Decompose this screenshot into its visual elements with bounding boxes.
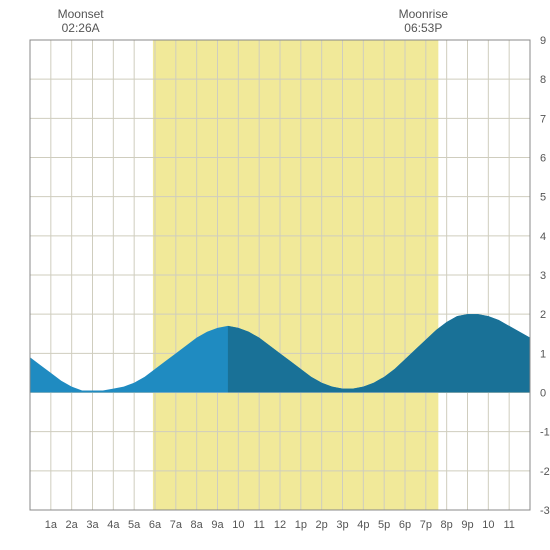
y-tick-label: 4 [540, 231, 546, 243]
moonrise-label: Moonrise [399, 7, 449, 21]
y-tick-label: 2 [540, 309, 546, 321]
x-tick-label: 3a [86, 519, 99, 531]
x-tick-label: 10 [232, 519, 244, 531]
y-tick-label: 5 [540, 192, 546, 204]
x-tick-label: 4p [357, 519, 369, 531]
x-tick-label: 6p [399, 519, 411, 531]
y-tick-label: -2 [540, 466, 550, 478]
y-tick-label: -3 [540, 505, 550, 517]
x-tick-label: 11 [253, 519, 264, 531]
x-tick-label: 5p [378, 519, 390, 531]
moonset-label: Moonset [58, 7, 105, 21]
x-tick-label: 10 [482, 519, 494, 531]
x-tick-label: 1a [45, 519, 58, 531]
x-tick-label: 6a [149, 519, 162, 531]
x-tick-label: 7a [170, 519, 183, 531]
x-tick-label: 4a [107, 519, 120, 531]
y-tick-label: -1 [540, 427, 550, 439]
x-tick-label: 8p [441, 519, 453, 531]
x-tick-label: 12 [274, 519, 286, 531]
x-tick-label: 8a [191, 519, 204, 531]
x-tick-label: 5a [128, 519, 141, 531]
y-tick-label: 3 [540, 270, 546, 282]
y-tick-label: 6 [540, 153, 546, 165]
x-tick-label: 7p [420, 519, 432, 531]
x-tick-label: 3p [336, 519, 348, 531]
y-tick-label: 7 [540, 113, 546, 125]
y-tick-label: 1 [540, 348, 546, 360]
y-tick-label: 9 [540, 35, 546, 47]
chart-svg: 1a2a3a4a5a6a7a8a9a1011121p2p3p4p5p6p7p8p… [0, 0, 550, 550]
x-tick-label: 9a [211, 519, 224, 531]
x-tick-label: 2a [66, 519, 79, 531]
x-tick-label: 11 [503, 519, 514, 531]
y-tick-label: 8 [540, 74, 546, 86]
moonrise-time: 06:53P [404, 21, 442, 35]
moonset-time: 02:26A [62, 21, 100, 35]
x-tick-label: 9p [461, 519, 473, 531]
y-tick-label: 0 [540, 388, 546, 400]
x-tick-label: 2p [316, 519, 328, 531]
tide-chart: 1a2a3a4a5a6a7a8a9a1011121p2p3p4p5p6p7p8p… [0, 0, 550, 550]
x-tick-label: 1p [295, 519, 307, 531]
